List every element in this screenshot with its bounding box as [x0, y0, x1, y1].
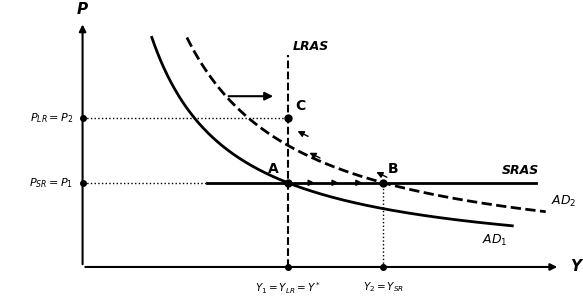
Text: C: C [295, 99, 305, 113]
Text: A: A [268, 162, 278, 176]
Text: P: P [77, 2, 88, 17]
Text: $Y_1=Y_{LR}=Y^*$: $Y_1=Y_{LR}=Y^*$ [255, 280, 321, 296]
Text: SRAS: SRAS [501, 164, 539, 178]
Text: $Y_2=Y_{SR}$: $Y_2=Y_{SR}$ [363, 280, 404, 294]
Text: $P_{SR}=P_1$: $P_{SR}=P_1$ [29, 176, 73, 190]
Text: Y: Y [570, 260, 581, 274]
Text: $AD_2$: $AD_2$ [550, 194, 576, 209]
Text: LRAS: LRAS [293, 40, 329, 53]
Text: $P_{LR}=P_2$: $P_{LR}=P_2$ [30, 111, 73, 125]
Text: B: B [388, 162, 399, 176]
Text: $AD_1$: $AD_1$ [482, 233, 508, 248]
